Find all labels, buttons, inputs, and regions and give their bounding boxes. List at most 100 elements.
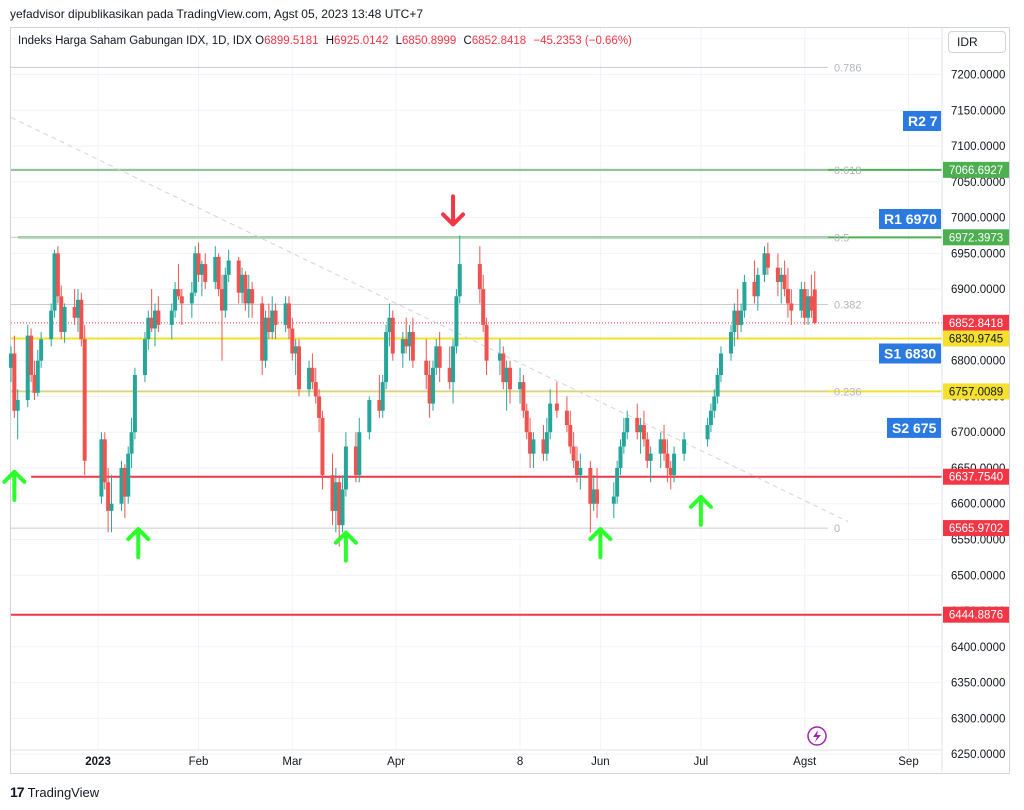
candle bbox=[266, 303, 271, 340]
price-label-bg bbox=[943, 606, 1009, 623]
time-tick-label: Feb bbox=[189, 756, 209, 768]
candle bbox=[755, 267, 760, 311]
candle-body bbox=[574, 460, 579, 476]
candle-body bbox=[283, 303, 288, 325]
sr-label-text: R1 6970 bbox=[884, 211, 937, 227]
candle bbox=[142, 332, 147, 383]
candle-body bbox=[213, 256, 218, 282]
candle-body bbox=[55, 253, 60, 297]
candle-body bbox=[250, 289, 255, 304]
candle-body bbox=[782, 274, 787, 290]
candle-body bbox=[809, 296, 814, 311]
candle-body bbox=[340, 489, 345, 526]
currency-button[interactable]: IDR bbox=[948, 31, 1006, 53]
support-resistance-labels: R2 7 R1 6970 S1 6830 S2 675 bbox=[879, 111, 941, 438]
horizontal-lines bbox=[11, 168, 942, 616]
candle bbox=[260, 296, 265, 375]
candle bbox=[59, 285, 64, 340]
candle-body bbox=[635, 417, 640, 433]
sr-label: S2 675 bbox=[887, 417, 941, 438]
candle bbox=[528, 417, 533, 468]
candle bbox=[236, 256, 241, 304]
candle bbox=[82, 324, 87, 476]
candle-body bbox=[427, 374, 432, 404]
sr-label-bg bbox=[887, 417, 941, 438]
candle-body bbox=[223, 274, 228, 311]
candle bbox=[293, 339, 298, 375]
candle-body bbox=[59, 296, 64, 333]
candle-body bbox=[320, 417, 325, 476]
candle bbox=[779, 267, 784, 304]
fib-level-label: 0.382 bbox=[834, 299, 862, 311]
candle bbox=[544, 417, 549, 461]
candle bbox=[102, 432, 107, 490]
candle bbox=[662, 425, 667, 461]
candle bbox=[199, 260, 204, 297]
candle-body bbox=[286, 303, 291, 329]
time-tick-label: 8 bbox=[517, 756, 523, 768]
candle-body bbox=[270, 310, 275, 333]
candle bbox=[126, 446, 131, 504]
candle-body bbox=[106, 482, 111, 511]
candle-body bbox=[153, 310, 158, 329]
grid bbox=[11, 28, 942, 755]
candle bbox=[447, 346, 452, 390]
candle bbox=[119, 460, 124, 511]
candle-body bbox=[595, 489, 600, 504]
candle bbox=[189, 281, 194, 318]
publication-credit: yefadvisor dipublikasikan pada TradingVi… bbox=[10, 7, 424, 21]
arrow-down-icon bbox=[441, 194, 466, 227]
candle bbox=[648, 446, 653, 483]
candle bbox=[196, 242, 201, 282]
candle-body bbox=[571, 446, 576, 461]
candle-body bbox=[173, 289, 178, 311]
candle-body bbox=[521, 382, 526, 411]
candle-body bbox=[367, 400, 372, 433]
candle bbox=[313, 367, 318, 404]
candle-body bbox=[765, 253, 770, 268]
candle-body bbox=[507, 367, 512, 390]
price-tick-label: 6400.0000 bbox=[951, 642, 1005, 654]
price-tick-label: 6600.0000 bbox=[951, 499, 1005, 511]
candle-body bbox=[672, 453, 677, 476]
chart-frame bbox=[10, 27, 1010, 774]
candle-body bbox=[307, 367, 312, 390]
candle bbox=[146, 310, 151, 350]
candle-body bbox=[122, 467, 127, 497]
price-label-bg bbox=[943, 229, 1009, 246]
candle-body bbox=[12, 353, 17, 411]
candle bbox=[240, 267, 245, 304]
candle bbox=[317, 389, 322, 433]
price-tick-label: 6950.0000 bbox=[951, 248, 1005, 260]
fibonacci-levels: 0.786 0.618 0.5 0.382 0.236 0 bbox=[11, 62, 862, 535]
candle bbox=[400, 332, 405, 368]
replay-icon[interactable] bbox=[807, 726, 827, 746]
price-tick-label: 6250.0000 bbox=[951, 749, 1005, 761]
candle-body bbox=[454, 296, 459, 347]
price-label-bg bbox=[943, 314, 1009, 331]
price-tick-label: 6700.0000 bbox=[951, 427, 1005, 439]
arrow-up-icon bbox=[126, 527, 151, 560]
arrow-up-icon bbox=[588, 527, 613, 560]
candle bbox=[106, 467, 111, 533]
candle-body bbox=[410, 332, 415, 361]
ohlc-values: O6899.5181 H6925.0142 L6850.8999 C6852.8… bbox=[255, 35, 530, 47]
candle-body bbox=[775, 267, 780, 282]
arrow-up-icon bbox=[333, 530, 358, 563]
candle-body bbox=[504, 367, 509, 383]
candle-body bbox=[518, 382, 523, 390]
candle bbox=[554, 382, 559, 418]
price-tick-label: 6550.0000 bbox=[951, 535, 1005, 547]
price-label: 6852.8418 bbox=[943, 314, 1009, 331]
candle-body bbox=[273, 310, 278, 325]
price-label-text: 6852.8418 bbox=[949, 318, 1003, 330]
candle-body bbox=[712, 396, 717, 411]
candle bbox=[625, 410, 630, 440]
candle bbox=[122, 464, 127, 519]
candle bbox=[203, 253, 208, 290]
candle bbox=[802, 281, 807, 325]
ohlc-value-h: 6925.0142 bbox=[334, 35, 389, 47]
candle bbox=[153, 303, 158, 347]
sr-label: R1 6970 bbox=[879, 209, 941, 230]
